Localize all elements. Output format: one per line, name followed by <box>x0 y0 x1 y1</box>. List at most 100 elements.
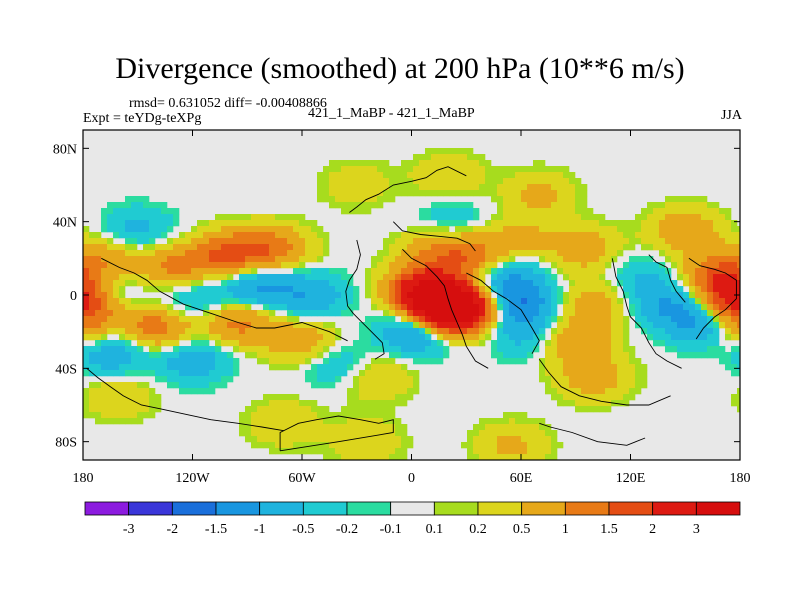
coastline <box>392 221 476 252</box>
field-cell <box>407 256 414 263</box>
field-cell <box>197 244 204 251</box>
field-cell <box>581 370 588 377</box>
field-cell <box>563 304 570 311</box>
field-cell <box>653 298 660 305</box>
field-cell <box>617 280 624 287</box>
colorbar-label: -1 <box>254 522 266 537</box>
field-cell <box>503 166 510 173</box>
field-cell <box>551 442 558 449</box>
field-cell <box>521 430 528 437</box>
field-cell <box>311 436 318 443</box>
field-cell <box>431 346 438 353</box>
field-cell <box>623 244 630 251</box>
field-cell <box>107 406 114 413</box>
field-cell <box>383 358 390 365</box>
field-cell <box>317 424 324 431</box>
field-cell <box>119 400 126 407</box>
field-cell <box>509 310 516 317</box>
field-cell <box>389 268 396 275</box>
field-cell <box>377 448 384 455</box>
field-cell <box>377 358 384 365</box>
field-cell <box>659 298 666 305</box>
field-cell <box>659 304 666 311</box>
field-cell <box>95 394 102 401</box>
field-cell <box>239 412 246 419</box>
field-cell <box>515 172 522 179</box>
field-cell <box>683 256 690 263</box>
field-cell <box>311 250 318 257</box>
field-cell <box>527 454 534 461</box>
field-cell <box>191 256 198 263</box>
field-cell <box>509 448 516 455</box>
field-cell <box>227 262 234 269</box>
field-cell <box>515 292 522 299</box>
field-cell <box>221 250 228 257</box>
field-cell <box>137 262 144 269</box>
field-cell <box>539 376 546 383</box>
field-cell <box>629 256 636 263</box>
field-cell <box>455 202 462 209</box>
field-cell <box>407 316 414 323</box>
field-cell <box>287 256 294 263</box>
field-cell <box>401 400 408 407</box>
field-cell <box>431 226 438 233</box>
field-cell <box>539 172 546 179</box>
field-cell <box>653 202 660 209</box>
field-cell <box>257 418 264 425</box>
field-cell <box>365 166 372 173</box>
field-cell <box>107 268 114 275</box>
field-cell <box>455 268 462 275</box>
field-cell <box>449 280 456 287</box>
field-cell <box>575 304 582 311</box>
field-cell <box>659 280 666 287</box>
field-cell <box>455 166 462 173</box>
field-cell <box>359 454 366 461</box>
field-cell <box>269 448 276 455</box>
field-cell <box>353 448 360 455</box>
field-cell <box>197 328 204 335</box>
field-cell <box>497 328 504 335</box>
field-cell <box>191 382 198 389</box>
field-cell <box>497 172 504 179</box>
field-cell <box>575 220 582 227</box>
field-cell <box>425 304 432 311</box>
field-cell <box>431 340 438 347</box>
field-cell <box>275 358 282 365</box>
x-tick-label: 180 <box>73 471 94 486</box>
field-cell <box>293 286 300 293</box>
field-cell <box>155 328 162 335</box>
field-cell <box>239 292 246 299</box>
field-cell <box>473 172 480 179</box>
field-cell <box>479 328 486 335</box>
field-cell <box>173 292 180 299</box>
field-cell <box>275 418 282 425</box>
field-cell <box>617 220 624 227</box>
field-cell <box>179 388 186 395</box>
field-cell <box>413 310 420 317</box>
field-cell <box>227 304 234 311</box>
field-cell <box>395 304 402 311</box>
field-cell <box>125 274 132 281</box>
field-cell <box>143 268 150 275</box>
field-cell <box>533 226 540 233</box>
field-cell <box>653 274 660 281</box>
field-cell <box>299 322 306 329</box>
field-cell <box>299 250 306 257</box>
field-cell <box>449 172 456 179</box>
field-cell <box>725 328 732 335</box>
field-cell <box>389 442 396 449</box>
field-cell <box>689 316 696 323</box>
field-cell <box>521 448 528 455</box>
field-cell <box>467 178 474 185</box>
field-cell <box>527 424 534 431</box>
field-cell <box>425 322 432 329</box>
field-cell <box>539 316 546 323</box>
field-cell <box>449 220 456 227</box>
field-cell <box>497 250 504 257</box>
field-cell <box>203 298 210 305</box>
field-cell <box>125 208 132 215</box>
field-cell <box>647 244 654 251</box>
field-cell <box>377 286 384 293</box>
field-cell <box>497 166 504 173</box>
field-cell <box>131 274 138 281</box>
